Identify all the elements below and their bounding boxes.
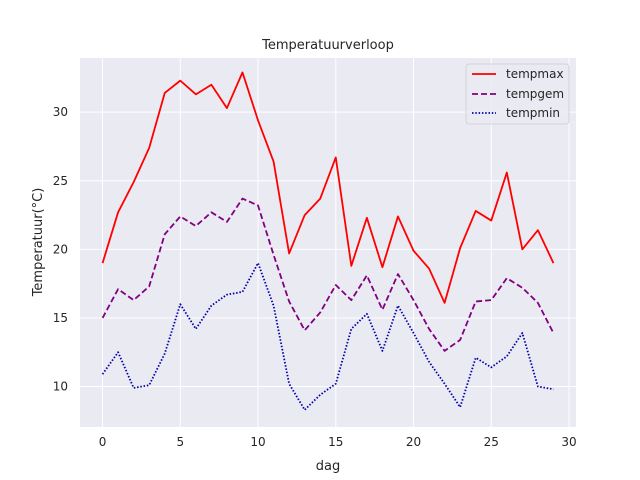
- x-tick-label: 20: [406, 435, 421, 449]
- chart-title: Temperatuurverloop: [261, 38, 394, 53]
- x-tick-label: 10: [250, 435, 265, 449]
- y-gridlines: [80, 111, 576, 388]
- legend-label-tempmin: tempmin: [506, 106, 560, 120]
- series-layer: [101, 71, 555, 411]
- legend: tempmax tempgem tempmin: [465, 63, 570, 125]
- y-tick-label: 30: [53, 105, 68, 119]
- x-tick-label: 30: [561, 435, 576, 449]
- y-tick-labels: 10 15 20 25 30: [53, 105, 68, 393]
- y-tick-label: 25: [53, 174, 68, 188]
- series-line-tempmax: [101, 71, 555, 304]
- x-tick-label: 5: [176, 435, 184, 449]
- legend-box: [465, 63, 570, 125]
- x-tick-label: 25: [484, 435, 499, 449]
- x-tick-labels: 0 5 10 15 20 25 30: [99, 435, 577, 449]
- x-axis-label: dag: [316, 459, 340, 474]
- legend-label-tempgem: tempgem: [506, 87, 564, 101]
- legend-label-tempmax: tempmax: [506, 67, 564, 81]
- y-tick-label: 20: [53, 242, 68, 256]
- y-tick-label: 15: [53, 311, 68, 325]
- x-tick-label: 15: [328, 435, 343, 449]
- y-axis-label: Temperatuur(°C): [31, 188, 46, 298]
- series-line-tempgem: [101, 197, 555, 352]
- y-tick-label: 10: [53, 380, 68, 394]
- series-line-tempmin: [101, 262, 554, 411]
- x-tick-label: 0: [99, 435, 107, 449]
